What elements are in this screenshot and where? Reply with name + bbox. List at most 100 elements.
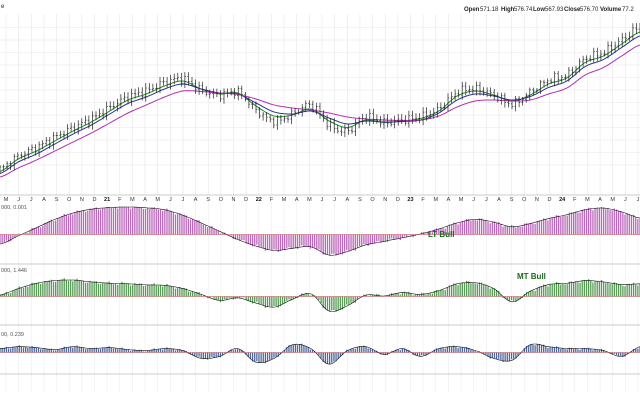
price-bar <box>237 85 240 101</box>
x-tick-label: M <box>282 197 287 203</box>
price-bar <box>52 131 55 150</box>
x-tick-label: N <box>383 197 387 203</box>
price-bar <box>365 113 368 125</box>
price-bar <box>517 96 521 108</box>
price-bar <box>432 107 435 119</box>
price-bar <box>336 124 339 134</box>
price-bar <box>37 141 41 157</box>
x-tick-label: J <box>30 197 33 203</box>
price-bar <box>482 87 485 96</box>
price-bar <box>461 81 464 100</box>
x-tick-label: J <box>333 197 336 203</box>
x-tick-label: A <box>143 197 147 203</box>
moving-average-line-1 <box>0 31 640 172</box>
price-bar <box>272 116 275 129</box>
price-bar <box>297 109 300 115</box>
price-bar <box>247 96 251 109</box>
price-bar <box>251 101 254 110</box>
price-bar <box>48 136 51 149</box>
price-bar <box>126 92 130 105</box>
price-bar <box>617 37 620 50</box>
price-bar <box>183 72 187 89</box>
price-bar <box>30 144 34 153</box>
price-bar <box>34 144 37 156</box>
price-bar <box>599 50 603 60</box>
price-bar <box>361 113 364 125</box>
price-bar <box>80 118 83 130</box>
price-bar <box>567 66 571 82</box>
price-bar <box>436 102 439 118</box>
header-volume-value: 77.2 <box>622 7 634 13</box>
x-tick-label: F <box>573 197 577 203</box>
price-bar <box>475 81 478 96</box>
x-tick-label: M <box>4 197 9 203</box>
x-tick-label: J <box>485 197 488 203</box>
price-bar <box>571 66 574 78</box>
price-bar <box>148 83 151 94</box>
header-close-label: Close <box>564 7 581 13</box>
x-tick-label: F <box>421 197 425 203</box>
price-bar <box>286 115 290 123</box>
price-bar <box>187 72 190 86</box>
price-bar <box>489 87 492 98</box>
price-bar <box>308 100 311 108</box>
price-bar <box>507 99 510 108</box>
x-tick-label: D <box>92 197 96 203</box>
price-bar <box>322 110 325 122</box>
price-bar <box>69 122 73 132</box>
x-axis: M J J A S O N D 21 F M A M J J A S O N D 22 F M A M J J A S O N D 23 F M A M… <box>4 197 640 203</box>
price-bar <box>578 58 581 73</box>
x-tick-label: A <box>295 197 299 203</box>
price-bar <box>539 79 542 94</box>
price-bar <box>222 88 226 104</box>
price-bar <box>535 88 539 94</box>
price-bar <box>404 115 407 126</box>
price-bar <box>62 130 66 140</box>
price-bar <box>197 81 201 95</box>
price-bar <box>468 85 471 94</box>
price-bar <box>109 101 112 111</box>
lt-indicator-panel <box>0 206 640 265</box>
x-tick-label: M <box>585 197 590 203</box>
mt-indicator-label: 000, 1.446 <box>1 268 27 274</box>
price-bar <box>77 120 80 135</box>
price-bar <box>73 122 76 133</box>
price-bar <box>87 115 91 129</box>
price-bar <box>397 114 400 126</box>
st-indicator-label: 00, 0.239 <box>1 332 24 338</box>
price-bar <box>261 111 265 121</box>
price-bar <box>343 124 347 138</box>
price-bar <box>429 110 432 119</box>
price-bar <box>500 92 503 105</box>
price-bar <box>318 102 322 119</box>
price-bar <box>457 89 460 98</box>
price-bar <box>91 111 94 130</box>
x-tick-label: J <box>472 197 475 203</box>
price-bar <box>229 87 233 96</box>
x-tick-label: A <box>345 197 349 203</box>
price-bar <box>549 78 553 85</box>
price-bar <box>16 152 19 160</box>
x-tick-label: N <box>535 197 539 203</box>
x-tick-label: J <box>169 197 172 203</box>
x-tick-label: N <box>232 197 236 203</box>
price-bar <box>5 161 9 170</box>
x-tick-label: D <box>244 197 248 203</box>
price-bar <box>276 115 279 130</box>
header-open-value: 571.18 <box>480 7 499 13</box>
x-tick-label: M <box>433 197 438 203</box>
price-bar <box>439 102 443 113</box>
price-bar <box>133 88 137 99</box>
price-bar <box>254 101 258 114</box>
x-tick-label: M <box>610 197 615 203</box>
price-bar <box>350 126 354 134</box>
price-bar <box>628 31 631 42</box>
price-bar <box>347 124 350 135</box>
price-bar <box>101 108 105 120</box>
price-bar <box>116 98 119 112</box>
lt-indicator-outline <box>0 206 640 256</box>
price-bar <box>0 165 2 174</box>
x-tick-label: N <box>80 197 84 203</box>
header-low-label: Low <box>533 7 545 13</box>
